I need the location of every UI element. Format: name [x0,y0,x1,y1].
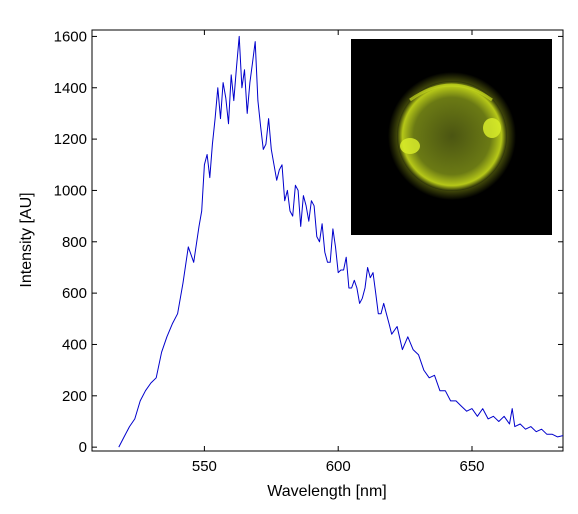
y-tick-label: 1200 [54,131,87,148]
y-axis-label: Intensity [AU] [18,192,35,287]
y-tick-label: 0 [79,439,87,456]
cell-membrane-highlight-right [483,118,501,138]
spectrum-line [118,35,563,448]
series-layer [118,35,563,448]
y-tick-label: 800 [62,234,87,251]
y-tick-label: 200 [62,388,87,405]
x-tick-label: 650 [459,458,484,475]
y-axis-ticks: 0 200 400 600 800 1000 1200 1400 1600 [54,28,563,456]
y-tick-label: 1400 [54,80,87,97]
x-tick-label: 600 [326,458,351,475]
cell-membrane-highlight-left [400,138,420,154]
y-tick-label: 400 [62,336,87,353]
inset-image [351,39,552,235]
cell-membrane-arc [409,83,493,102]
y-tick-label: 1600 [54,28,87,45]
x-tick-label: 550 [192,458,217,475]
x-axis-ticks: 550 600 650 [192,30,485,475]
x-axis-label: Wavelength [nm] [267,483,386,500]
y-tick-label: 1000 [54,182,87,199]
y-tick-label: 600 [62,285,87,302]
cell-body [397,81,507,191]
